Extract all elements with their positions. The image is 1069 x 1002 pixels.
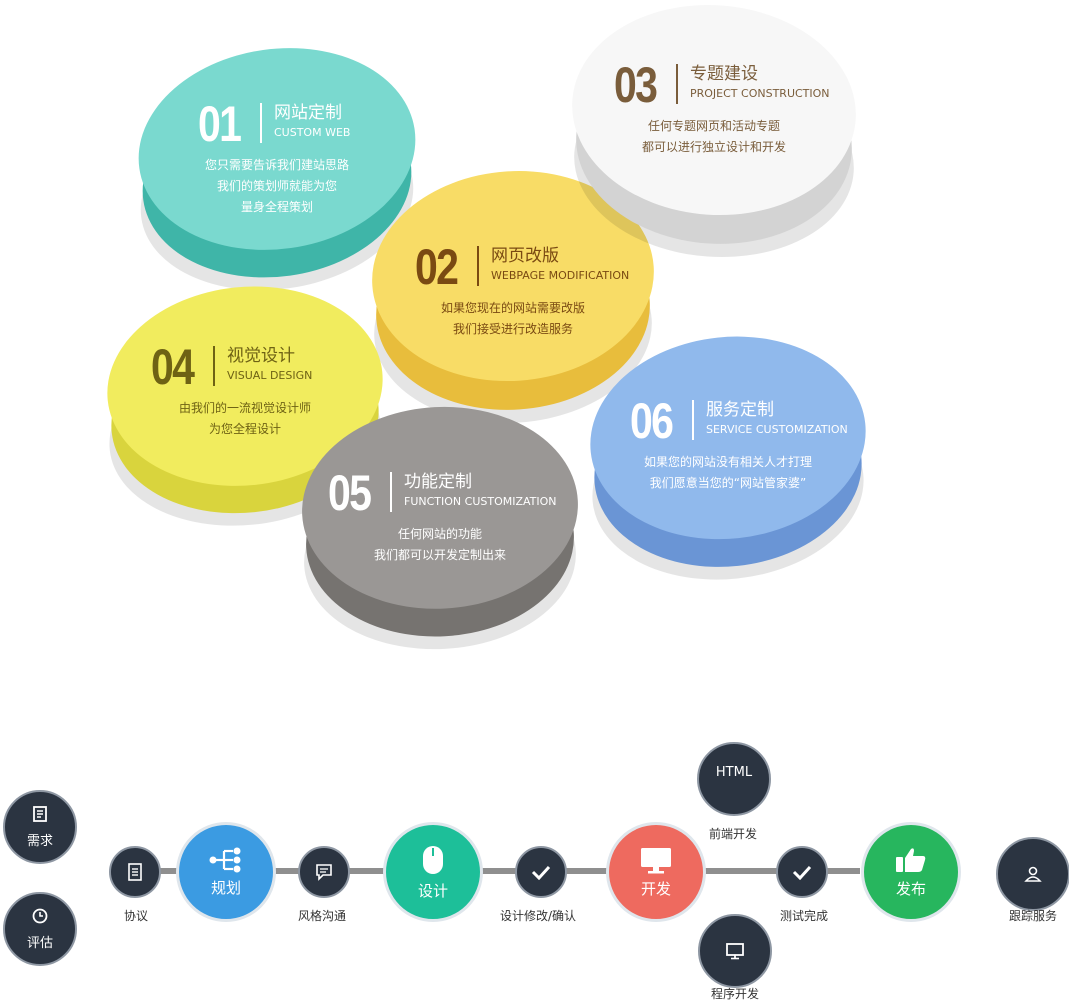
check-icon — [792, 865, 812, 880]
disc-description-line: 由我们的一流视觉设计师 — [178, 401, 311, 415]
disc-number: 05 — [328, 465, 372, 521]
disc-shape — [302, 406, 578, 650]
disc-title: 视觉设计 — [227, 346, 295, 366]
service-disc-01[interactable]: 01 网站定制 CUSTOM WEB 您只需要告诉我们建站思路 我们的策划师就能为您 量身… — [136, 44, 418, 294]
disc-description-line: 任何网站的功能 — [397, 527, 482, 541]
disc-title: 网站定制 — [274, 103, 342, 123]
disc-subtitle: VISUAL DESIGN — [227, 369, 313, 382]
disc-divider — [676, 64, 678, 104]
disc-description: 如果您的网站没有相关人才打理 我们愿意当您的“网站管家婆” — [588, 452, 868, 494]
disc-shape — [138, 48, 416, 291]
disc-description-line: 任何专题网页和活动专题 — [647, 119, 780, 133]
step-design[interactable]: 设计 — [383, 822, 483, 922]
step-caption: 协议 — [123, 909, 149, 923]
contract-icon — [128, 863, 142, 881]
side-node-requirement[interactable]: 需求 — [3, 790, 77, 864]
disc-shape — [590, 336, 866, 580]
step-planning[interactable]: 规划 — [176, 822, 276, 922]
service-disc-03[interactable]: 03 专题建设 PROJECT CONSTRUCTION 任何专题网页和活动专题 都可以… — [570, 0, 858, 262]
step-label: 规划 — [210, 878, 241, 897]
step-caption: 设计修改/确认 — [499, 909, 577, 923]
service-disc-05[interactable]: 05 功能定制 FUNCTION CUSTOMIZATION 任何网站的功能我们都可以… — [300, 402, 580, 654]
disc-divider — [390, 472, 392, 512]
clock-icon — [31, 907, 49, 929]
disc-description-line: 如果您的网站没有相关人才打理 — [643, 455, 812, 469]
disc-description-line: 您只需要告诉我们建站思路 — [204, 158, 349, 172]
monitor-icon — [726, 943, 744, 960]
disc-subtitle: SERVICE CUSTOMIZATION — [706, 423, 848, 436]
disc-subtitle: FUNCTION CUSTOMIZATION — [404, 495, 557, 508]
service-disc-02[interactable]: 02 网页改版 WEBPAGE MODIFICATION 如果您现在的网站需要改版 我们… — [370, 166, 656, 428]
side-node-label: 需求 — [26, 834, 53, 849]
service-disc-06[interactable]: 06 服务定制 SERVICE CUSTOMIZATION 如果您的网站没有相关人才打… — [588, 332, 868, 584]
mouse-icon — [423, 845, 443, 874]
step-label: 开发 — [640, 879, 671, 898]
disc-number: 03 — [614, 57, 658, 113]
branch-caption: 前端开发 — [708, 827, 758, 841]
sitemap-icon — [209, 847, 241, 872]
disc-title: 功能定制 — [404, 472, 472, 492]
chat-icon — [316, 864, 332, 881]
disc-description-line: 我们都可以开发定制出来 — [373, 548, 506, 562]
step-style-communication[interactable] — [298, 846, 350, 898]
monitor-icon — [641, 847, 671, 873]
disc-shape — [572, 5, 856, 258]
step-development[interactable]: 开发 — [606, 822, 706, 922]
disc-title: 服务定制 — [706, 400, 774, 420]
disc-description: 由我们的一流视觉设计师 为您全程设计 — [105, 398, 385, 440]
disc-divider — [692, 400, 694, 440]
html-text: HTML — [715, 764, 753, 780]
check-icon — [531, 865, 551, 880]
disc-description-line: 如果您现在的网站需要改版 — [440, 301, 585, 315]
disc-description: 如果您现在的网站需要改版 我们接受进行改造服务 — [370, 298, 656, 340]
disc-description-line: 为您全程设计 — [208, 422, 281, 436]
thumbs-up-icon — [896, 847, 926, 872]
disc-shape — [372, 171, 654, 424]
disc-divider — [477, 246, 479, 286]
disc-title: 网页改版 — [491, 246, 559, 266]
disc-number: 06 — [630, 393, 674, 449]
side-node-evaluation[interactable]: 评估 — [3, 892, 77, 966]
user-icon — [1024, 866, 1042, 882]
disc-description-line: 都可以进行独立设计和开发 — [641, 140, 786, 154]
disc-description: 任何网站的功能我们都可以开发定制出来 — [300, 524, 580, 566]
disc-title: 专题建设 — [690, 64, 758, 84]
side-node-tracking[interactable] — [996, 837, 1069, 911]
document-icon — [31, 805, 49, 827]
disc-subtitle: PROJECT CONSTRUCTION — [690, 87, 830, 100]
disc-number: 02 — [415, 239, 459, 295]
disc-description-line: 我们愿意当您的“网站管家婆” — [649, 476, 807, 490]
branch-caption: 程序开发 — [710, 987, 760, 1001]
disc-description: 任何专题网页和活动专题 都可以进行独立设计和开发 — [570, 116, 858, 158]
disc-number: 04 — [151, 339, 195, 395]
disc-divider — [260, 103, 262, 143]
disc-description-line: 我们接受进行改造服务 — [452, 322, 573, 336]
disc-number: 01 — [198, 96, 242, 152]
branch-backend[interactable] — [698, 914, 772, 988]
step-caption: 风格沟通 — [297, 909, 347, 923]
side-node-label: 评估 — [26, 936, 53, 951]
disc-subtitle: CUSTOM WEB — [274, 126, 351, 139]
flow-line — [160, 868, 860, 874]
step-label: 设计 — [417, 881, 448, 900]
disc-description-line: 量身全程策划 — [240, 200, 313, 214]
step-caption: 测试完成 — [779, 909, 829, 923]
branch-frontend[interactable]: HTML — [697, 742, 771, 816]
disc-subtitle: WEBPAGE MODIFICATION — [491, 269, 630, 282]
step-testing[interactable] — [776, 846, 828, 898]
disc-description-line: 我们的策划师就能为您 — [216, 179, 337, 193]
disc-description: 您只需要告诉我们建站思路 我们的策划师就能为您 量身全程策划 — [136, 155, 418, 218]
step-agreement[interactable] — [109, 846, 161, 898]
step-design-revision[interactable] — [515, 846, 567, 898]
disc-divider — [213, 346, 215, 386]
step-label: 发布 — [895, 879, 926, 898]
side-caption: 跟踪服务 — [1008, 909, 1058, 923]
step-release[interactable]: 发布 — [861, 822, 961, 922]
